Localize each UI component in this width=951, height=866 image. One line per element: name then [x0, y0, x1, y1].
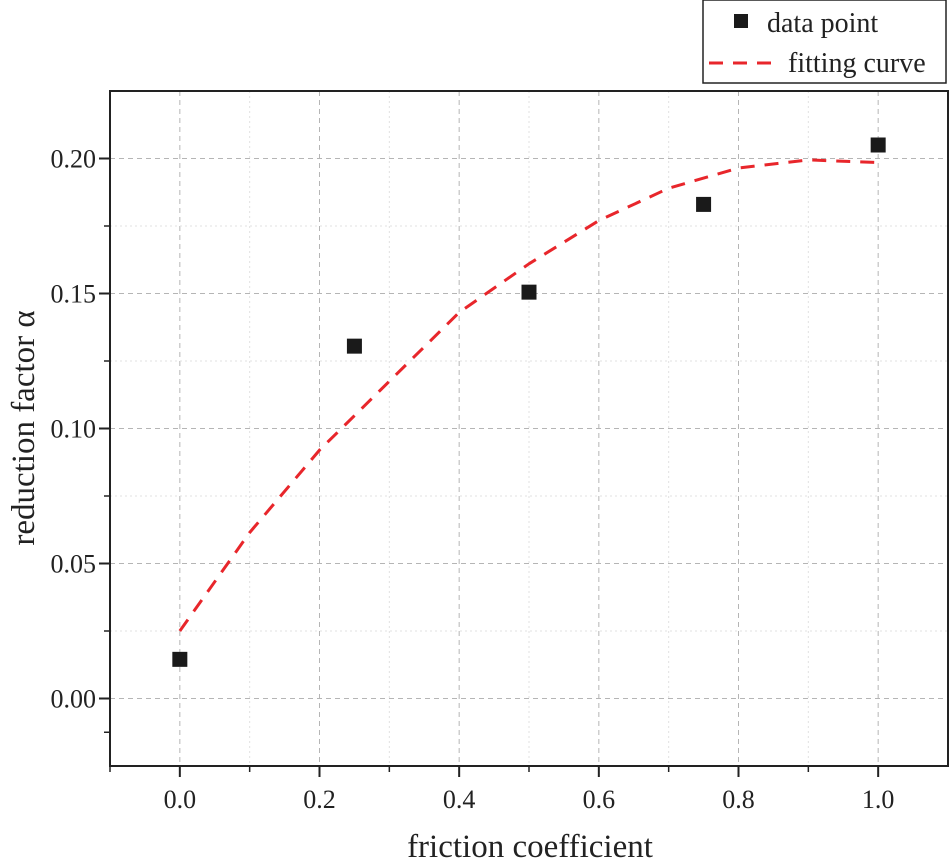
grid [110, 91, 948, 766]
legend-square-marker-icon [734, 14, 748, 28]
x-tick-label: 0.8 [722, 785, 755, 814]
x-tick-label: 0.0 [164, 785, 197, 814]
fitting-curve-line [178, 158, 879, 632]
data-point-marker [346, 338, 362, 354]
legend-box [702, 0, 947, 84]
y-tick-label: 0.10 [51, 415, 97, 444]
x-tick-label: 0.4 [443, 785, 476, 814]
y-tick-label: 0.05 [51, 550, 97, 579]
data-point-marker [870, 137, 886, 153]
x-tick-label: 0.2 [303, 785, 336, 814]
x-axis-title: friction coefficient [407, 829, 653, 865]
y-tick-label: 0.00 [51, 685, 97, 714]
axis-ticks [99, 157, 880, 777]
plot-frame [109, 90, 949, 767]
data-point-marker [521, 284, 537, 300]
y-tick-labels: 0.00 0.05 0.10 0.15 0.20 [51, 145, 97, 714]
x-tick-labels: 0.0 0.2 0.4 0.6 0.8 1.0 [164, 785, 895, 814]
legend: data point fitting curve [702, 0, 947, 84]
x-tick-label: 0.6 [583, 785, 616, 814]
y-tick-label: 0.15 [51, 280, 97, 309]
legend-label-fitting-curve: fitting curve [788, 48, 926, 79]
data-point-marker [172, 651, 188, 667]
data-point-marker [696, 196, 712, 212]
y-tick-label: 0.20 [51, 145, 97, 174]
legend-label-data-point: data point [767, 8, 878, 39]
y-axis-title: reduction factor α [6, 310, 42, 545]
data-points-layer [172, 137, 886, 667]
fitting-curve-layer [178, 158, 879, 632]
x-tick-label: 1.0 [862, 785, 895, 814]
